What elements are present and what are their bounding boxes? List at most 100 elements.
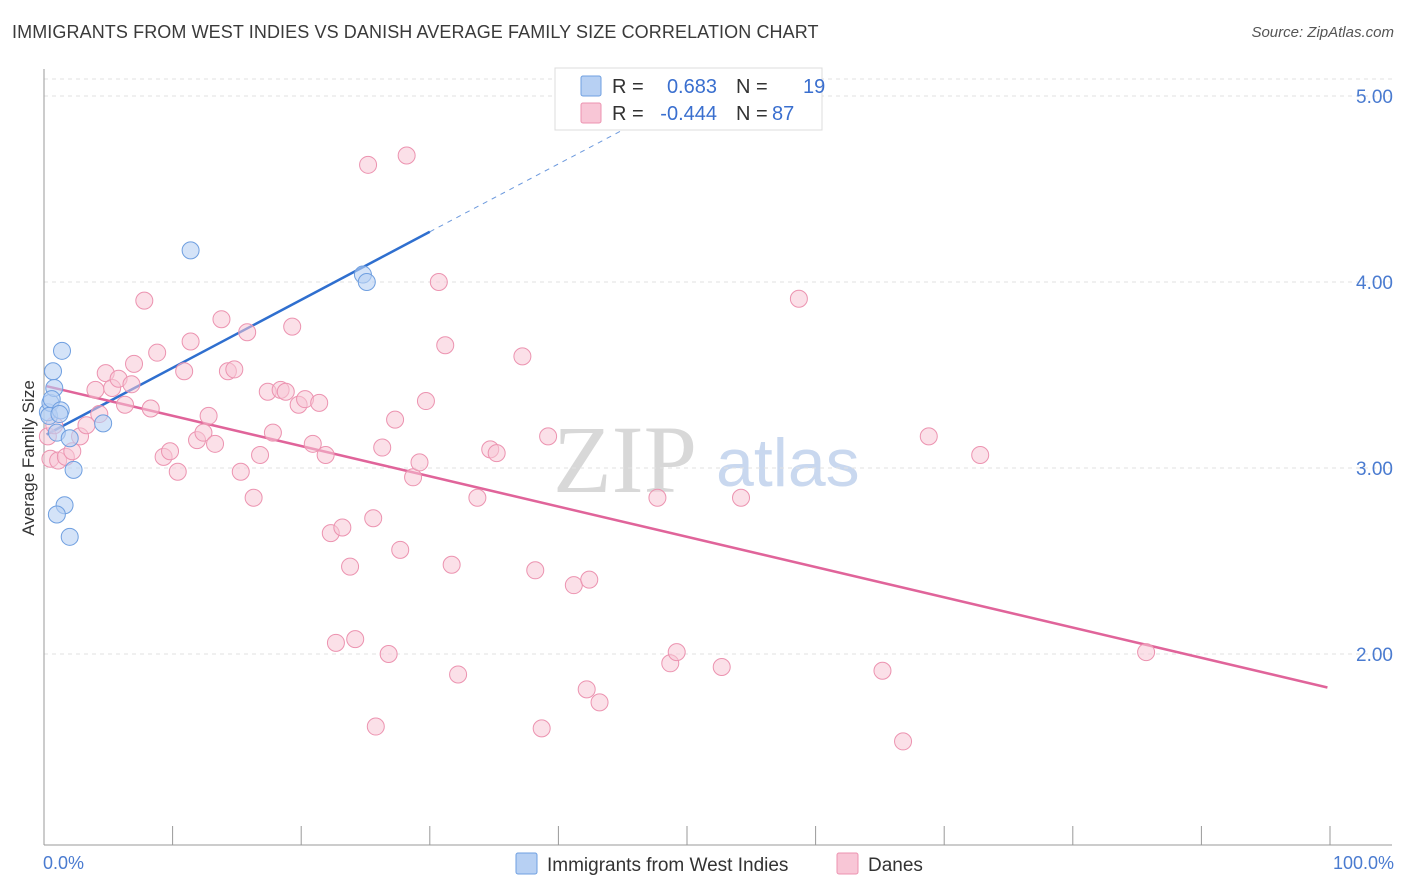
bottom-legend-swatch-blue [515,852,538,875]
legend-swatch-pink [580,102,602,124]
point-danes [379,645,398,663]
point-danes [116,395,135,414]
point-west-indies [357,273,376,291]
point-danes [231,462,250,481]
point-danes [971,445,990,464]
bottom-legend-label-pink: Danes [868,855,923,876]
x-tick-label-min: 0.0% [43,853,84,873]
y-tick-labels: 2.00 3.00 4.00 5.00 [1356,87,1393,666]
watermark-zip: ZIP [553,406,697,513]
point-west-indies [50,405,69,424]
point-danes [238,323,257,342]
point-danes [513,347,532,366]
point-danes [141,399,160,418]
gridlines [44,78,1392,655]
point-danes [175,362,194,381]
point-danes [122,375,141,394]
point-danes [181,332,200,351]
point-west-indies [94,414,113,433]
danes-points [38,146,1156,751]
point-danes [564,576,583,595]
point-danes [225,360,244,379]
point-danes [667,643,686,662]
bottom-legend: Immigrants from West Indies Danes [515,852,923,876]
trend-line-danes [46,384,1328,689]
point-danes [244,488,263,507]
trend-line-west-indies-extension [429,116,649,233]
point-danes [86,380,105,399]
point-west-indies [60,429,79,448]
point-danes [1137,643,1156,662]
y-axis-label: Average Family Size [19,380,38,536]
point-danes [263,423,282,442]
legend-r-label-blue: R = [612,76,644,98]
legend-n-label-pink: N = [736,103,768,125]
point-danes [346,630,365,649]
point-danes [410,453,429,472]
point-danes [404,468,423,487]
point-danes [316,445,335,464]
point-danes [648,488,667,507]
chart-title: IMMIGRANTS FROM WEST INDIES VS DANISH AV… [12,22,819,42]
point-danes [712,658,731,677]
point-danes [373,438,392,457]
x-tick-label-max: 100.0% [1333,853,1394,873]
point-danes [199,406,218,425]
trend-lines [45,116,1328,689]
point-danes [341,557,360,576]
point-danes [539,427,558,446]
point-danes [364,509,383,528]
point-danes [303,434,322,453]
point-danes [276,382,295,401]
point-danes [326,633,345,652]
point-danes [873,661,892,680]
y-tick-label: 3.00 [1356,459,1393,480]
point-danes [251,445,270,464]
legend-swatch-blue [580,75,602,97]
point-danes [789,289,808,308]
point-danes [436,336,455,355]
point-danes [577,680,596,699]
point-danes [194,423,213,442]
point-danes [333,518,352,537]
point-danes [206,434,225,453]
source-credit: Source: ZipAtlas.com [1251,24,1394,41]
point-danes [125,354,144,373]
legend-n-label-blue: N = [736,76,768,98]
point-danes [468,488,487,507]
legend-n-value-blue: 19 [803,76,825,98]
point-danes [212,310,231,329]
point-danes [487,444,506,463]
point-danes [732,488,751,507]
point-danes [161,442,180,461]
point-danes [894,732,913,751]
point-danes [580,570,599,589]
point-west-indies [64,460,83,479]
legend-n-value-pink: 87 [772,103,794,125]
point-danes [366,717,385,736]
point-danes [386,410,405,429]
point-danes [416,392,435,411]
legend-row-pink: R = -0.444 N = 87 [580,102,794,125]
watermark-atlas: atlas [716,425,860,501]
point-danes [168,462,187,481]
point-west-indies [44,362,63,381]
point-danes [359,155,378,174]
point-danes [590,693,609,712]
point-danes [310,393,329,412]
trend-line-west-indies [45,230,431,436]
point-danes [919,427,938,446]
point-west-indies [53,341,72,360]
bottom-legend-label-blue: Immigrants from West Indies [547,855,788,876]
point-danes [442,555,461,574]
point-west-indies [47,505,66,524]
point-danes [148,343,167,362]
west-indies-points [38,241,376,546]
bottom-legend-swatch-pink [836,852,859,875]
point-west-indies [181,241,200,260]
point-danes [397,146,416,165]
legend-r-label-pink: R = [612,103,644,125]
point-danes [449,665,468,684]
point-danes [526,561,545,580]
